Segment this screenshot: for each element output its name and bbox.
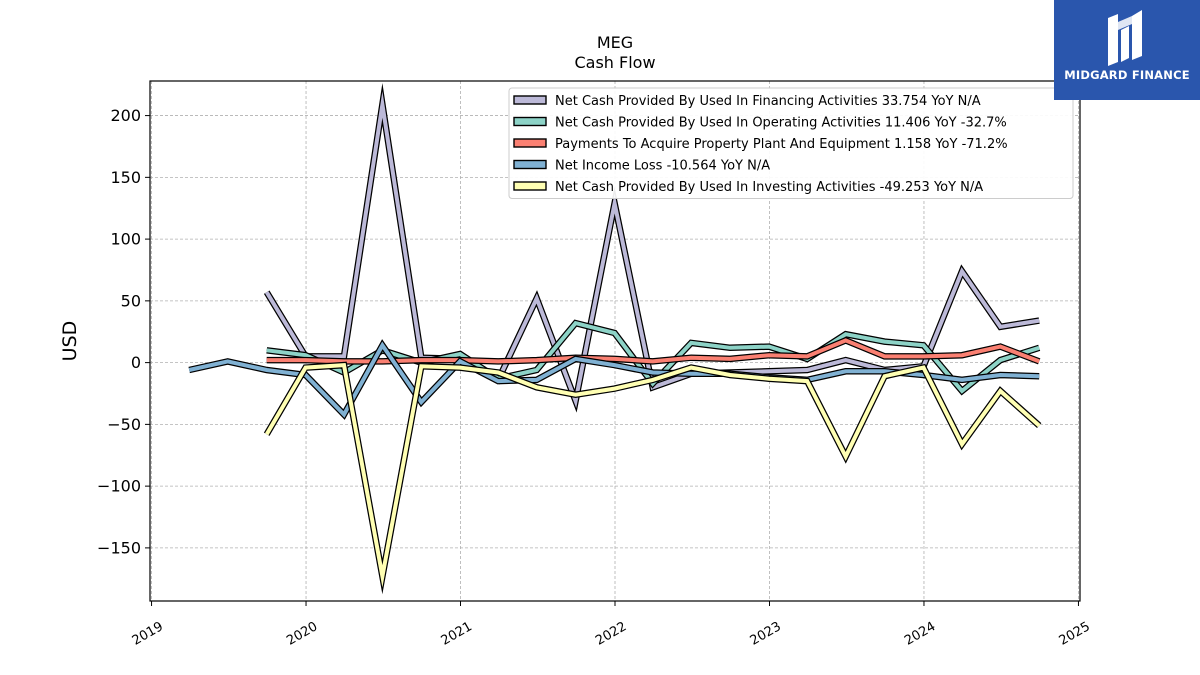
legend-box [508, 87, 1074, 199]
y-tick-label: 0 [131, 353, 141, 372]
x-tick-label: 2021 [439, 619, 475, 649]
series-line-2 [266, 319, 1041, 396]
legend-label: Net Cash Provided By Used In Operating A… [555, 116, 1007, 131]
x-axis-ticks: 2019 2020 2021 2022 2023 2024 2025 [130, 601, 1093, 649]
legend-swatch [513, 95, 547, 105]
x-tick-label: 2022 [593, 619, 629, 649]
legend-label: Net Income Loss -10.564 YoY N/A [555, 159, 770, 174]
series-layer [188, 83, 1042, 595]
x-tick-label: 2020 [284, 619, 320, 649]
legend-label: Payments To Acquire Property Plant And E… [555, 137, 1008, 152]
chart-subtitle: Cash Flow [574, 53, 655, 72]
legend[interactable]: Net Cash Provided By Used In Financing A… [508, 87, 1074, 199]
series-stroke [266, 320, 1040, 394]
series-line-5 [263, 361, 1042, 595]
legend-item[interactable]: Net Cash Provided By Used In Financing A… [513, 94, 981, 109]
legend-swatch [513, 159, 547, 170]
y-tick-label: 50 [121, 291, 141, 310]
legend-item[interactable]: Payments To Acquire Property Plant And E… [513, 137, 1008, 152]
x-tick-label: 2023 [748, 619, 784, 649]
y-axis-label: USD [59, 321, 81, 362]
y-tick-label: −100 [97, 477, 141, 496]
brand-logo: MIDGARD FINANCE [1054, 0, 1200, 100]
legend-swatch [513, 116, 547, 127]
x-tick-label: 2019 [130, 619, 166, 649]
legend-item[interactable]: Net Cash Provided By Used In Operating A… [513, 116, 1007, 131]
legend-item[interactable]: Net Income Loss -10.564 YoY N/A [513, 159, 770, 174]
brand-name: MIDGARD FINANCE [1064, 68, 1190, 82]
series-stroke [264, 362, 1041, 588]
chart-title: MEG [597, 33, 633, 52]
y-tick-label: 150 [110, 168, 141, 187]
y-tick-label: 200 [110, 106, 141, 125]
legend-swatch [513, 138, 547, 148]
legend-swatch [513, 181, 547, 191]
x-tick-label: 2025 [1057, 619, 1093, 649]
series-outline [263, 361, 1042, 595]
legend-label: Net Cash Provided By Used In Financing A… [555, 94, 981, 109]
y-axis-ticks: −150 −100 −50 0 50 100 150 200 [97, 106, 150, 557]
y-tick-label: −150 [97, 538, 141, 557]
legend-label: Net Cash Provided By Used In Investing A… [555, 180, 983, 195]
y-tick-label: 100 [110, 230, 141, 249]
y-tick-label: −50 [107, 415, 141, 434]
legend-item[interactable]: Net Cash Provided By Used In Investing A… [513, 180, 983, 195]
midgard-m-icon [1108, 10, 1142, 66]
x-tick-label: 2024 [902, 619, 938, 649]
